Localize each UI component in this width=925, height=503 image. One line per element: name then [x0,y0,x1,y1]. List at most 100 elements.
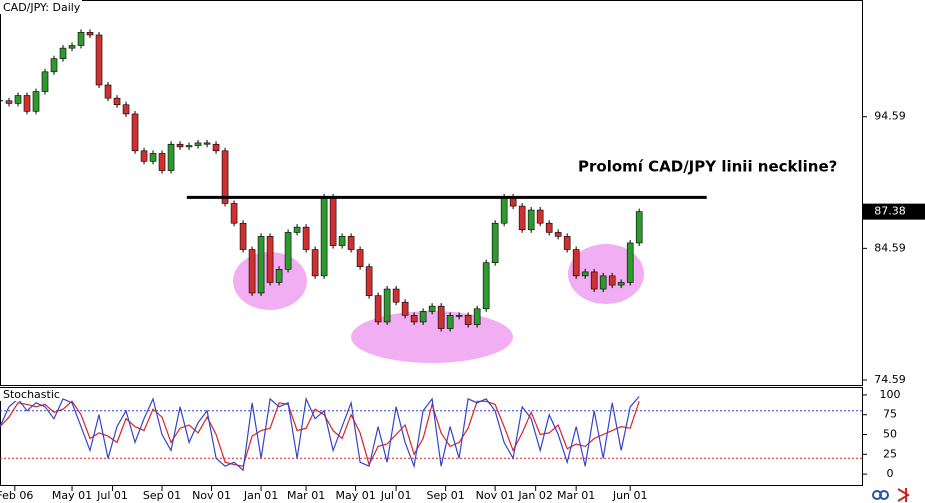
candle [50,58,58,73]
candle [374,295,382,323]
candle [95,34,103,86]
candle [626,242,634,283]
annotation: Prolomí CAD/JPY linii neckline? [578,158,837,176]
candle [464,315,472,325]
candle [41,71,49,92]
candle [329,196,337,246]
y-tick-label: 94.59 [874,110,906,123]
x-tick-label: Nov 01 [476,489,515,502]
candle [185,145,193,148]
candle [365,266,373,296]
candle [572,249,580,277]
x-tick-label: Jun 01 [612,489,648,502]
candle [284,232,292,270]
highlight [568,244,644,304]
y-tick-label: 100 [880,388,901,401]
x-tick-label: Jan 02 [517,489,552,502]
title-bg [0,388,58,401]
price-frame [0,0,863,386]
candle [311,249,319,277]
candle [338,236,346,246]
price-label: 87.38 [874,205,906,218]
candle [356,249,364,267]
price-marker [863,203,925,220]
stochastic-line [0,396,640,472]
candle [194,142,202,146]
candle [599,275,607,290]
title-bg [0,0,82,14]
x-tick-label: Jul 01 [96,489,128,502]
candle [617,282,625,286]
candle [149,153,157,162]
candle [212,143,220,152]
candle [590,271,598,290]
candle [131,113,139,152]
candle [176,143,184,148]
stochastic-frame [0,387,863,486]
candle [239,222,247,250]
candle [266,236,274,283]
candle [5,100,13,104]
candle [518,205,526,231]
candle [527,209,535,231]
y-tick-label: 50 [883,428,897,441]
y-tick-label: 25 [883,447,897,460]
candle [419,311,427,323]
icons [872,488,910,502]
x-tick-label: Nov 01 [192,489,231,502]
x-tick-label: Sep 01 [427,489,465,502]
candle [563,236,571,250]
x-tick-label: Mar 01 [557,489,595,502]
candle [230,203,238,224]
candle [428,305,436,312]
candle [410,315,418,323]
x-tick-label: Jan 01 [243,489,278,502]
candle [104,84,112,99]
candle [473,308,481,325]
candle [86,32,94,36]
y-tick-label: 84.59 [874,241,906,254]
candle [248,249,256,294]
candle [113,97,121,106]
candle [32,91,40,112]
candle [545,222,553,233]
candle [158,153,166,171]
candle [554,232,562,237]
candle [167,143,175,171]
candle [122,104,130,115]
candle [257,236,265,294]
candle [203,142,211,145]
candle [581,271,589,277]
x-tick-label: May 01 [52,489,92,502]
candle [608,275,616,286]
candle [491,222,499,264]
candle [59,47,67,59]
candle [14,95,22,104]
x-tick-label: Feb 06 [0,489,33,502]
candle [68,45,76,49]
candle [293,226,301,233]
candle [23,95,31,112]
candle [455,315,463,317]
candle [635,211,643,244]
stochastic-line [0,400,640,467]
x-tick-label: Mar 01 [287,489,325,502]
icon [897,488,910,502]
candle [392,288,400,303]
candle [401,301,409,316]
candle [275,268,283,283]
x-tick-label: Jul 01 [380,489,412,502]
y-tick-label: 0 [887,467,894,480]
y-tick-label: 74.59 [874,373,906,386]
candle [140,150,148,162]
candle [482,262,490,310]
candle [383,288,391,323]
candle [221,150,229,204]
candle [446,315,454,329]
x-tick-label: May 01 [335,489,375,502]
candle [500,196,508,224]
stochastic-title: Stochastic [3,388,60,401]
candle [536,209,544,224]
chart-title: CAD/JPY: Daily [3,1,81,14]
